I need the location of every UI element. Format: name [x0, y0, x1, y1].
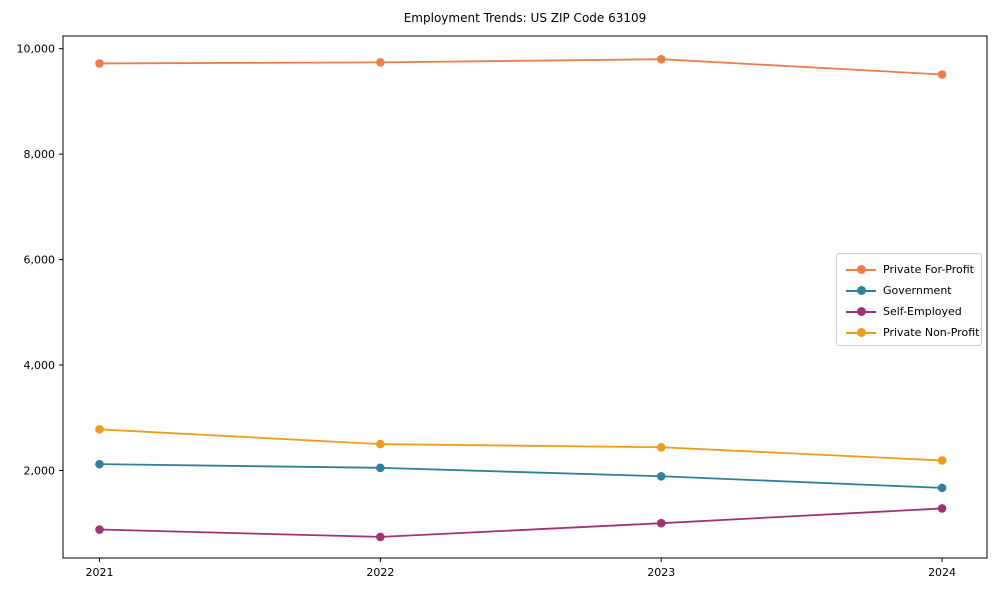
data-point-self-employed: [376, 532, 385, 542]
legend-marker-line-icon: [846, 307, 876, 317]
y-axis-tick-label: 10,000: [17, 43, 56, 56]
y-axis-tick-label: 4,000: [24, 359, 56, 372]
data-point-private-for-profit: [937, 70, 947, 79]
legend-label: Self-Employed: [883, 305, 962, 318]
x-axis-tick-label: 2023: [647, 566, 675, 579]
axes-frame: [62, 35, 988, 559]
data-point-private-for-profit: [656, 54, 666, 64]
legend-marker-line-icon: [846, 265, 876, 275]
legend-label: Government: [883, 284, 952, 297]
legend-marker-line-icon: [846, 286, 876, 296]
y-axis-tick-label: 8,000: [24, 148, 56, 161]
data-point-self-employed: [95, 525, 104, 534]
data-point-government: [95, 459, 104, 469]
legend-item: Government: [846, 280, 981, 301]
x-axis-tick-label: 2022: [366, 566, 394, 579]
series-line-private-for-profit: [98, 58, 943, 76]
chart-title: Employment Trends: US ZIP Code 63109: [403, 11, 647, 25]
legend-marker-line-icon: [846, 328, 876, 338]
x-axis-tick-label: 2024: [928, 566, 956, 579]
data-point-private-for-profit: [376, 58, 385, 67]
data-point-government: [937, 483, 947, 493]
legend-item: Private For-Profit: [846, 259, 981, 280]
data-point-government: [656, 471, 666, 481]
data-point-self-employed: [937, 504, 947, 513]
data-point-private-non-profit: [376, 439, 385, 449]
data-point-private-non-profit: [656, 442, 666, 452]
series-line-government: [98, 463, 943, 489]
data-point-private-non-profit: [95, 425, 104, 434]
legend-label: Private For-Profit: [883, 263, 974, 276]
data-point-private-non-profit: [937, 456, 947, 465]
data-point-private-for-profit: [95, 59, 104, 68]
data-point-government: [376, 463, 385, 473]
x-axis-tick-label: 2021: [86, 566, 114, 579]
series-line-self-employed: [98, 507, 943, 538]
data-point-self-employed: [656, 518, 666, 528]
legend: Private For-Profit Government Self-Emplo…: [836, 253, 982, 346]
y-axis-tick-label: 2,000: [24, 464, 56, 477]
legend-item: Self-Employed: [846, 301, 981, 322]
series-line-private-non-profit: [98, 428, 943, 462]
legend-label: Private Non-Profit: [883, 326, 980, 339]
y-axis-tick-label: 6,000: [24, 254, 56, 267]
legend-item: Private Non-Profit: [846, 322, 981, 343]
